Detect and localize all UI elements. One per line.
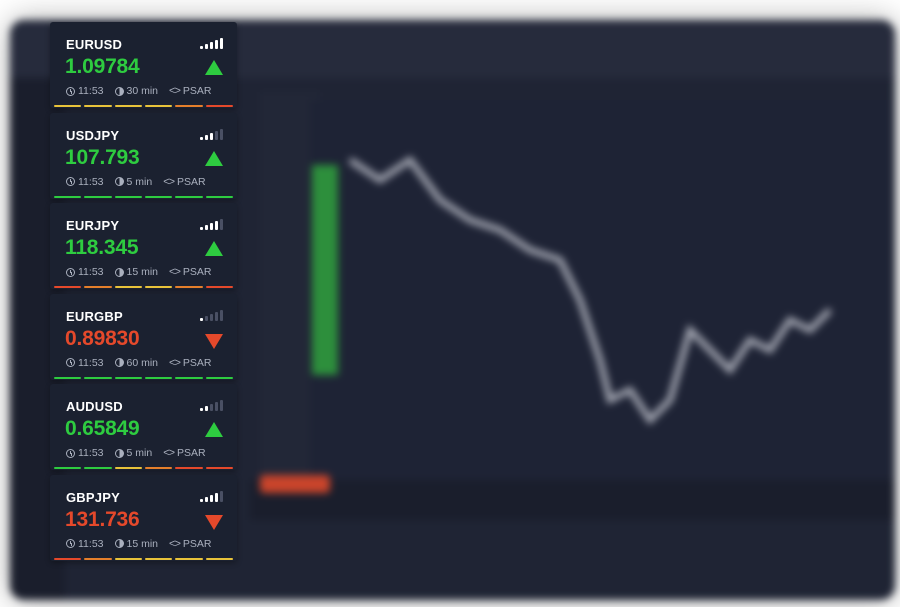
ticker-timeframe: 60 min [126,356,159,369]
ticker-time: 11:53 [78,266,104,278]
arrow-up-icon [205,422,223,437]
clock-icon [66,448,75,458]
arrow-up-icon [205,150,223,166]
ticker-meta: 11:53 5 min <> PSAR [66,176,206,188]
code-icon: <> [169,266,181,278]
timer-icon [114,177,124,186]
ticker-symbol: EURGBP [66,308,123,324]
ticker-timeframe: 15 min [126,266,159,278]
timer-icon [114,448,124,458]
ticker-indicator: PSAR [182,85,212,97]
signal-strength-icon [200,400,223,411]
ticker-time: 11:53 [78,175,104,188]
platform-bottom-bar [250,480,895,520]
signal-strength-icon [200,38,223,49]
code-icon: <> [169,85,181,97]
ticker-price: 107.793 [65,145,140,169]
code-icon: <> [169,537,181,550]
trend-strip [54,286,233,288]
ticker-card[interactable]: AUDUSD 0.65849 11:53 5 min <> PSAR [50,384,237,470]
ticker-timeframe: 5 min [126,175,153,188]
ticker-price: 0.89830 [65,326,140,350]
trend-strip [54,467,233,469]
signal-strength-icon [200,309,223,321]
arrow-down-icon [205,333,223,349]
ticker-list: EURUSD 1.09784 11:53 30 min <> PSAR USDJ… [50,22,237,565]
arrow-down-icon [205,514,223,530]
clock-icon [66,267,75,277]
code-icon: <> [163,175,175,188]
ticker-timeframe: 5 min [126,447,153,459]
code-icon: <> [163,447,175,459]
ticker-symbol: AUDUSD [66,399,123,414]
clock-icon [66,86,75,96]
ticker-time: 11:53 [78,447,104,459]
trend-strip [54,195,233,198]
timer-icon [114,86,124,96]
ticker-card[interactable]: EURGBP 0.89830 11:53 60 min <> PSAR [50,293,237,380]
platform-volume-bar [312,165,338,375]
ticker-meta: 11:53 60 min <> PSAR [66,357,211,369]
ticker-indicator: PSAR [182,266,212,278]
ticker-timeframe: 30 min [126,85,159,97]
ticker-meta: 11:53 15 min <> PSAR [66,538,211,550]
platform-action-button [260,475,330,493]
ticker-card[interactable]: EURUSD 1.09784 11:53 30 min <> PSAR [50,22,237,108]
trend-strip [54,557,233,560]
signal-strength-icon [200,490,223,502]
arrow-up-icon [205,60,223,75]
ticker-indicator: PSAR [182,537,212,550]
ticker-time: 11:53 [78,537,104,550]
clock-icon [66,358,75,367]
timer-icon [114,267,124,277]
timer-icon [114,358,124,367]
trend-strip [54,376,233,379]
ticker-symbol: EURUSD [66,37,123,52]
ticker-time: 11:53 [78,85,104,97]
ticker-price: 0.65849 [65,417,140,440]
ticker-time: 11:53 [78,356,104,369]
ticker-card[interactable]: USDJPY 107.793 11:53 5 min <> PSAR [50,112,237,199]
clock-icon [66,539,75,548]
code-icon: <> [169,356,181,369]
ticker-indicator: PSAR [177,447,206,459]
ticker-meta: 11:53 15 min <> PSAR [66,266,211,278]
ticker-card[interactable]: GBPJPY 131.736 11:53 15 min <> PSAR [50,474,237,561]
blurred-trading-platform [10,20,895,600]
ticker-timeframe: 15 min [126,537,159,550]
ticker-symbol: USDJPY [66,127,120,143]
ticker-symbol: EURJPY [66,218,120,233]
signal-strength-icon [200,128,223,140]
ticker-price: 131.736 [65,507,140,531]
signal-strength-icon [200,219,223,230]
ticker-indicator: PSAR [182,356,212,369]
ticker-price: 118.345 [65,236,139,259]
ticker-card[interactable]: EURJPY 118.345 11:53 15 min <> PSAR [50,203,237,289]
ticker-meta: 11:53 5 min <> PSAR [66,447,206,459]
ticker-indicator: PSAR [177,175,206,188]
arrow-up-icon [205,241,223,256]
ticker-symbol: GBPJPY [66,489,120,505]
platform-price-chart [348,155,833,425]
clock-icon [66,177,75,186]
trend-strip [54,105,233,107]
ticker-price: 1.09784 [65,55,140,78]
timer-icon [114,539,124,548]
ticker-meta: 11:53 30 min <> PSAR [66,85,211,97]
